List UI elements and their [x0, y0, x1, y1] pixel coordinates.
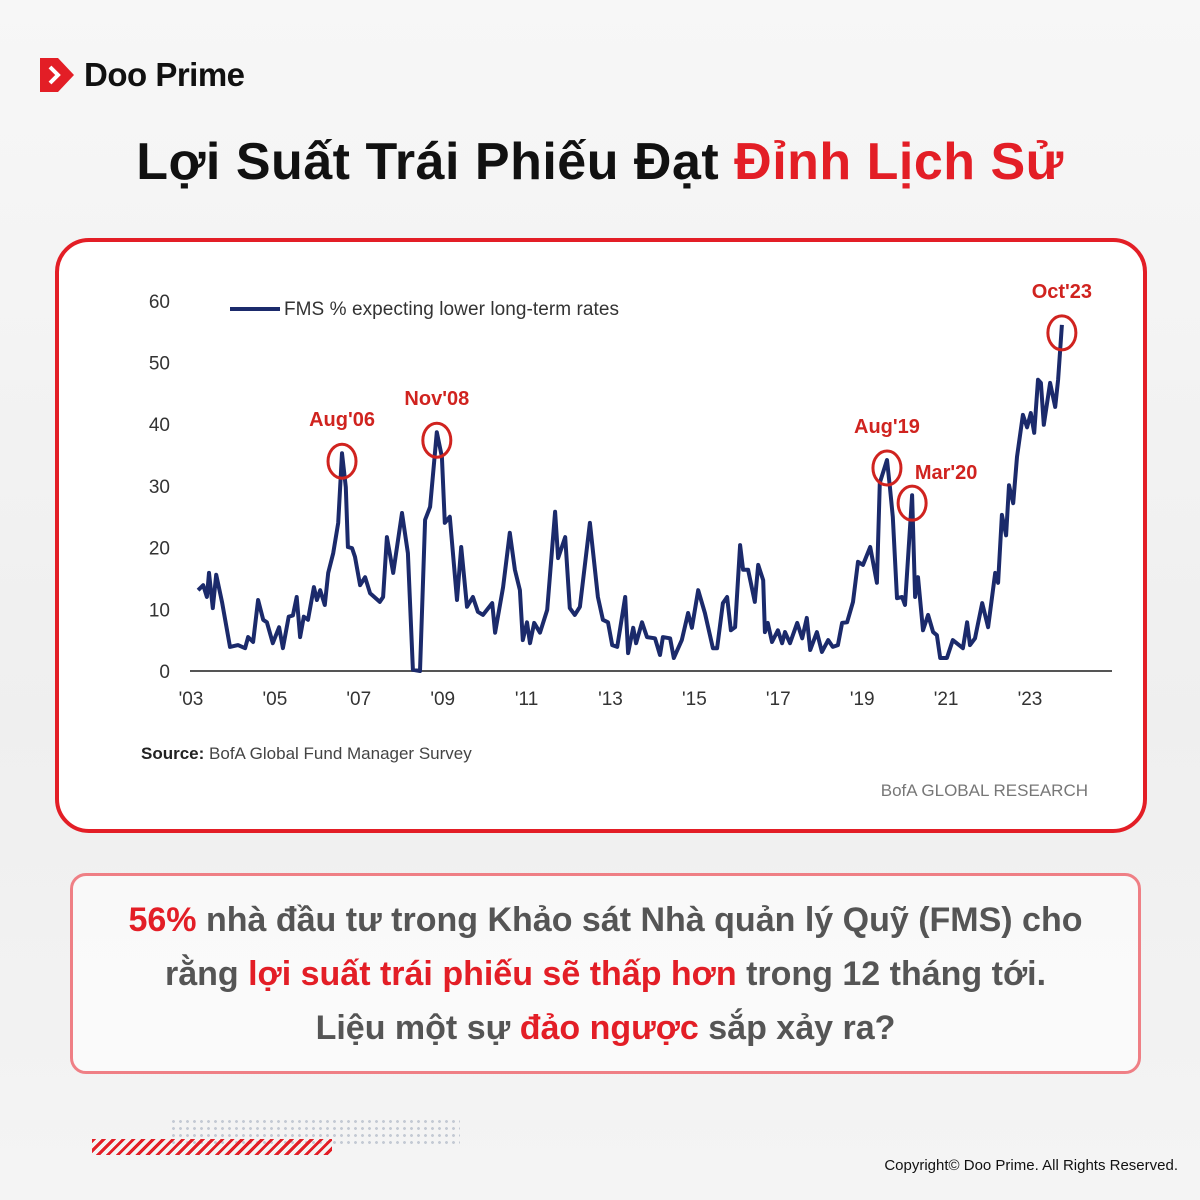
x-tick-label: '13	[598, 689, 623, 710]
x-tick-label: '19	[850, 689, 875, 710]
summary-box: 56% nhà đầu tư trong Khảo sát Nhà quản l…	[70, 873, 1141, 1074]
logo: Doo Prime	[40, 56, 245, 94]
text: rằng	[164, 954, 249, 993]
summary-line-2: rằng lợi suất trái phiếu sẽ thấp hơn tro…	[165, 947, 1046, 1001]
y-tick-label: 50	[149, 354, 170, 375]
title-highlight: Đỉnh Lịch Sử	[734, 133, 1064, 191]
x-tick-label: '11	[515, 689, 538, 710]
x-tick-label: '03	[179, 689, 204, 710]
x-tick-label: '05	[263, 689, 288, 710]
highlight: lợi suất trái phiếu sẽ thấp hơn	[248, 954, 737, 993]
stripe-decoration	[92, 1139, 332, 1155]
brand-name: Doo Prime	[84, 56, 245, 93]
text: Liệu một sự	[315, 1008, 520, 1047]
x-tick-label: '15	[682, 689, 707, 710]
line-chart: 0 10 20 30 40 50 60 '03 '05 '07 '09 '11 '13 '15 '17 '19…	[141, 281, 1112, 800]
highlight: 56%	[128, 900, 197, 939]
x-tick-label: '07	[346, 689, 371, 710]
annotation-circle	[326, 442, 358, 480]
x-tick-label: '21	[934, 689, 959, 710]
chart-card	[55, 238, 1147, 833]
copyright: Copyright© Doo Prime. All Rights Reserve…	[884, 1157, 1178, 1174]
source-note: Source: BofA Global Fund Manager Survey	[141, 744, 472, 763]
doo-prime-logo-icon	[40, 58, 74, 92]
annotation-circle	[871, 449, 903, 487]
summary-line-3: Liệu một sự đảo ngược sắp xảy ra?	[316, 1001, 896, 1055]
highlight: đảo ngược	[519, 1008, 699, 1047]
y-tick-label: 10	[149, 600, 170, 621]
annotation-circle	[896, 484, 928, 522]
annotation-circle	[1046, 314, 1078, 352]
text: trong 12 tháng tới.	[736, 954, 1047, 993]
x-tick-label: '23	[1018, 689, 1043, 710]
y-tick-label: 30	[149, 477, 170, 498]
x-tick-label: '17	[766, 689, 791, 710]
y-tick-label: 40	[149, 415, 170, 436]
annotation-circle	[421, 421, 453, 459]
series-line	[196, 324, 1064, 673]
legend-label: FMS % expecting lower long-term rates	[284, 299, 619, 320]
annotation-label: Oct'23	[1032, 281, 1092, 303]
text: sắp xảy ra?	[698, 1008, 896, 1047]
y-tick-label: 20	[149, 539, 170, 560]
y-tick-label: 0	[159, 662, 170, 683]
annotation-label: Nov'08	[404, 388, 469, 410]
y-tick-label: 60	[149, 292, 170, 313]
annotation-label: Mar'20	[915, 462, 978, 484]
summary-line-1: 56% nhà đầu tư trong Khảo sát Nhà quản l…	[128, 893, 1082, 947]
x-tick-label: '09	[430, 689, 455, 710]
annotation-label: Aug'19	[854, 416, 920, 438]
text: nhà đầu tư trong Khảo sát Nhà quản lý Qu…	[196, 900, 1083, 939]
title-text: Lợi Suất Trái Phiếu Đạt	[136, 133, 735, 191]
credit-label: BofA GLOBAL RESEARCH	[881, 781, 1088, 800]
annotation-label: Aug'06	[309, 409, 375, 431]
page-title: Lợi Suất Trái Phiếu Đạt Đỉnh Lịch Sử	[0, 132, 1200, 192]
